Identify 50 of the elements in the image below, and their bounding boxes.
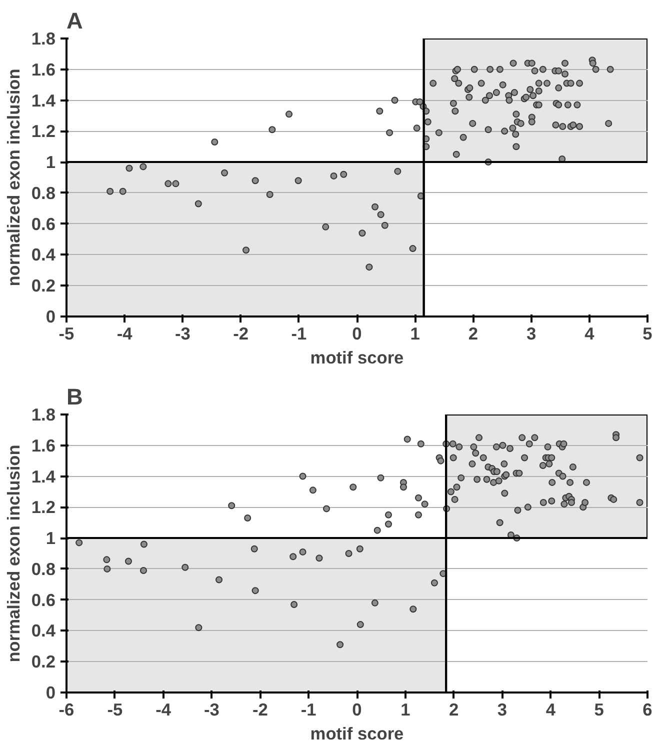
x-tick-label: -6	[58, 700, 75, 720]
x-tick-label: -4	[116, 324, 133, 344]
x-tick-label: 2	[468, 324, 478, 344]
x-tick-label: -1	[300, 700, 317, 720]
x-tick-label: 1	[410, 324, 420, 344]
y-tick-label: 0.2	[31, 276, 56, 296]
x-tick-label: 6	[642, 700, 653, 720]
chart-title: B	[66, 384, 83, 410]
y-tick-label: 1.4	[31, 90, 56, 110]
y-tick-label: 1	[46, 528, 56, 548]
y-tick-label: 1	[46, 152, 56, 172]
y-tick-label: 1.4	[31, 466, 56, 486]
y-tick-label: 1.6	[31, 59, 56, 80]
x-tick-label: 1	[400, 700, 411, 720]
y-tick-label: 1.2	[31, 121, 56, 142]
x-tick-label: -4	[156, 700, 172, 720]
x-tick-label: 5	[594, 700, 604, 720]
y-tick-label: 0.6	[31, 214, 56, 234]
y-axis-title: normalized exon inclusion	[3, 444, 24, 662]
y-tick-label: 0	[46, 682, 56, 702]
chart-title: A	[66, 8, 83, 34]
x-tick-label: 0	[352, 324, 362, 344]
y-tick-label: 0.4	[31, 244, 56, 265]
x-axis-title: motif score	[310, 724, 404, 744]
y-tick-label: 1.2	[31, 497, 56, 518]
x-tick-label: -3	[174, 324, 191, 344]
x-tick-label: 0	[352, 700, 362, 720]
x-tick-label: -1	[291, 324, 307, 344]
x-tick-label: -2	[233, 324, 249, 344]
y-tick-label: 1.8	[31, 404, 56, 424]
y-tick-label: 0.8	[31, 182, 56, 203]
y-tick-label: 0.8	[31, 558, 56, 579]
y-tick-label: 0	[46, 306, 56, 326]
x-tick-label: 3	[497, 700, 508, 720]
x-tick-label: -3	[204, 700, 220, 720]
x-tick-label: -5	[107, 700, 123, 720]
x-tick-label: -5	[58, 324, 75, 344]
x-tick-label: 2	[449, 700, 459, 720]
y-tick-label: 0.2	[31, 652, 56, 672]
x-tick-label: -2	[252, 700, 268, 720]
x-tick-label: 4	[546, 700, 556, 720]
y-tick-label: 1.8	[31, 28, 56, 48]
y-axis-title: normalized exon inclusion	[3, 68, 24, 286]
y-tick-label: 0.4	[31, 620, 56, 641]
x-axis-title: motif score	[310, 348, 404, 368]
y-tick-label: 0.6	[31, 590, 56, 610]
y-tick-label: 1.6	[31, 435, 56, 456]
x-tick-label: 3	[526, 324, 536, 344]
x-tick-label: 5	[642, 324, 653, 344]
x-tick-label: 4	[584, 324, 595, 344]
